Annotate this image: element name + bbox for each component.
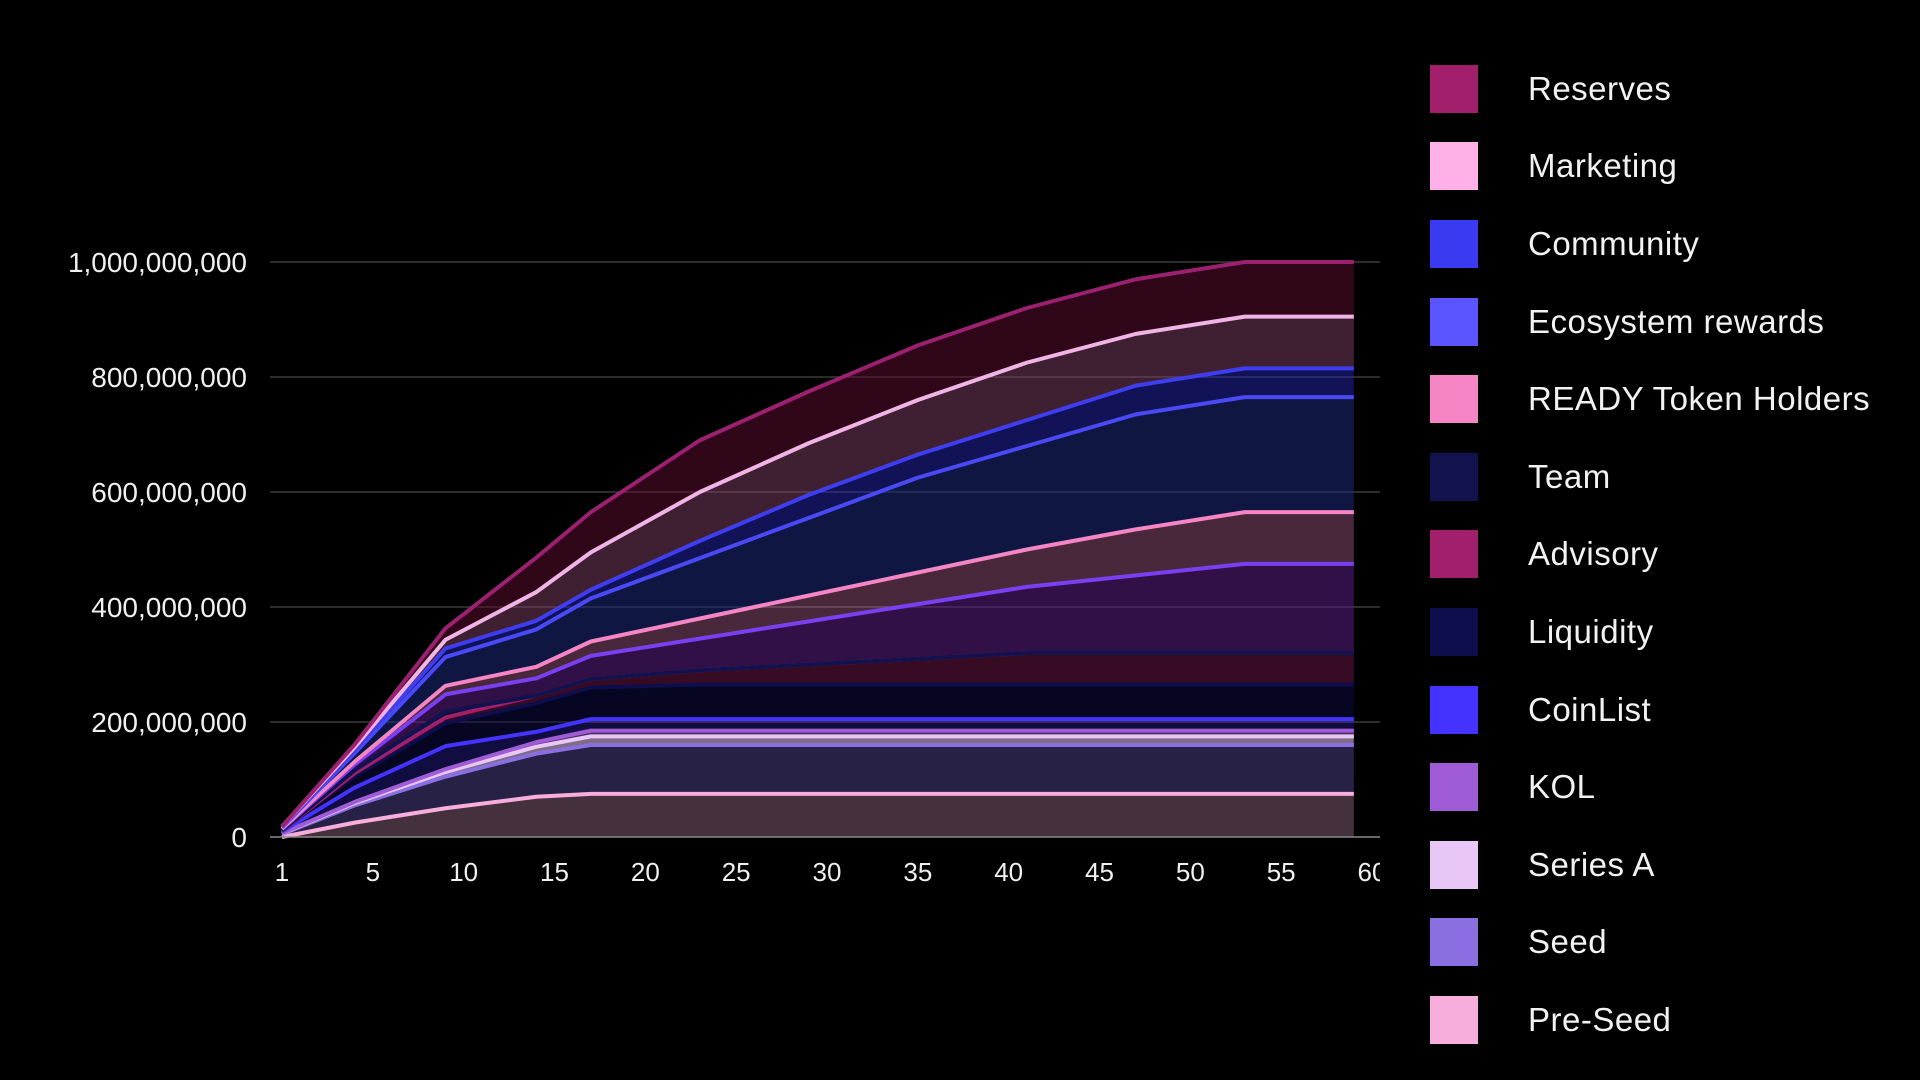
legend-swatch: [1430, 297, 1478, 346]
legend-swatch: [1430, 763, 1478, 812]
x-tick-label: 45: [1085, 857, 1114, 887]
legend-item: KOL: [1430, 748, 1900, 826]
series-area-8: [282, 563, 1354, 831]
legend-swatch: [1430, 452, 1478, 501]
series-lines: [280, 260, 1354, 839]
x-axis-ticks: 1 5 10 15 20 25 30 35 40 45 50 55 60: [275, 857, 1380, 887]
series-line-7: [280, 651, 1354, 832]
legend-label: Marketing: [1528, 147, 1678, 185]
x-tick-label: 5: [366, 857, 380, 887]
series-line-4: [280, 717, 1354, 834]
y-tick-label: 400,000,000: [91, 592, 247, 623]
area-chart: 0 200,000,000 400,000,000 600,000,000 800,00…: [68, 247, 1380, 887]
x-tick-label: 1: [275, 857, 289, 887]
legend-swatch: [1430, 995, 1478, 1044]
series-line-2: [281, 734, 1354, 836]
series-line-8: [280, 561, 1354, 831]
legend-item: Advisory: [1430, 516, 1900, 594]
series-line-9: [280, 510, 1354, 831]
legend-label: Liquidity: [1528, 612, 1654, 650]
x-tick-label: 30: [813, 857, 842, 887]
legend-label: Seed: [1528, 923, 1608, 961]
x-tick-label: 55: [1267, 857, 1296, 887]
series-line-5: [280, 682, 1354, 832]
x-tick-label: 60: [1358, 857, 1380, 887]
series-areas: [282, 262, 1354, 837]
series-line-3: [281, 728, 1354, 836]
x-tick-label: 35: [903, 857, 932, 887]
y-axis-ticks: 0 200,000,000 400,000,000 600,000,000 800,00…: [68, 247, 247, 853]
series-area-9: [282, 512, 1354, 830]
legend-item: Reserves: [1430, 50, 1900, 128]
x-tick-label: 50: [1176, 857, 1205, 887]
legend-item: Pre-Seed: [1430, 981, 1900, 1059]
legend-item: Ecosystem rewards: [1430, 283, 1900, 361]
legend-swatch: [1430, 607, 1478, 656]
legend-swatch: [1430, 685, 1478, 734]
series-area-10: [282, 397, 1354, 829]
y-tick-label: 200,000,000: [91, 707, 247, 738]
legend-item: Marketing: [1430, 128, 1900, 206]
legend-item: Series A: [1430, 826, 1900, 904]
y-tick-label: 600,000,000: [91, 477, 247, 508]
series-line-13: [280, 260, 1354, 828]
legend-label: Advisory: [1528, 535, 1659, 573]
series-line-10: [280, 395, 1354, 829]
legend-swatch: [1430, 840, 1478, 889]
legend-label: KOL: [1528, 768, 1596, 806]
series-area-5: [282, 684, 1354, 832]
legend-item: CoinList: [1430, 671, 1900, 749]
legend-swatch: [1430, 142, 1478, 191]
legend-item: Seed: [1430, 904, 1900, 982]
legend-label: CoinList: [1528, 690, 1652, 728]
series-line-1: [281, 743, 1354, 836]
x-tick-label: 10: [449, 857, 478, 887]
legend-label: Pre-Seed: [1528, 1000, 1672, 1038]
y-tick-label: 1,000,000,000: [68, 247, 247, 278]
y-tick-label: 0: [231, 822, 247, 853]
legend: Reserves Marketing Community Ecosystem rewa…: [1430, 50, 1900, 1059]
y-tick-label: 800,000,000: [91, 362, 247, 393]
legend-item: Community: [1430, 205, 1900, 283]
series-line-12: [280, 314, 1354, 828]
legend-label: Series A: [1528, 845, 1655, 883]
series-area-1: [282, 745, 1354, 837]
legend-label: Team: [1528, 457, 1611, 495]
x-tick-label: 20: [631, 857, 660, 887]
x-tick-label: 25: [722, 857, 751, 887]
x-tick-label: 15: [540, 857, 569, 887]
series-line-0: [281, 791, 1354, 839]
legend-label: Community: [1528, 224, 1700, 262]
legend-swatch: [1430, 375, 1478, 424]
series-area-0: [282, 793, 1354, 837]
legend-label: Reserves: [1528, 69, 1672, 107]
legend-item: Liquidity: [1430, 593, 1900, 671]
legend-label: READY Token Holders: [1528, 380, 1871, 418]
legend-swatch: [1430, 918, 1478, 967]
series-line-11: [280, 366, 1354, 829]
legend-swatch: [1430, 530, 1478, 579]
legend-swatch: [1430, 64, 1478, 113]
legend-label: Ecosystem rewards: [1528, 302, 1825, 340]
x-tick-label: 40: [994, 857, 1023, 887]
legend-item: READY Token Holders: [1430, 360, 1900, 438]
legend-item: Team: [1430, 438, 1900, 516]
legend-swatch: [1430, 219, 1478, 268]
